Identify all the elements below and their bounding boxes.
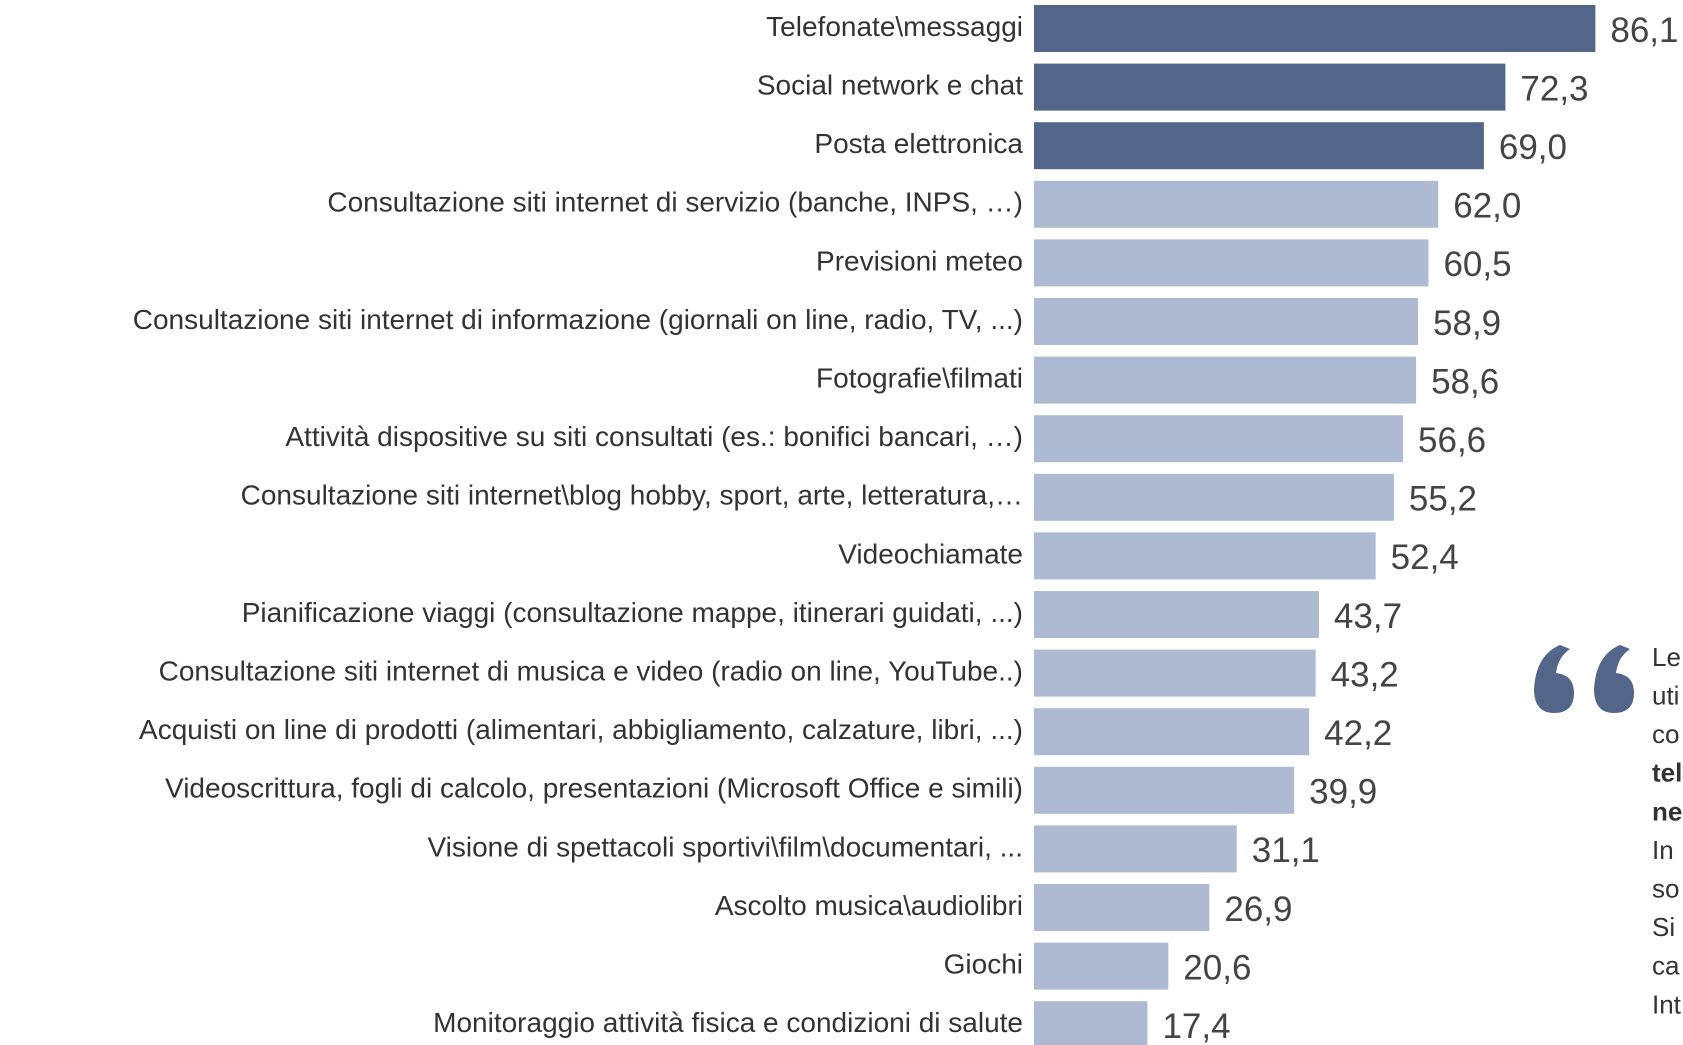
quote-text: co [1652, 719, 1679, 749]
value-label: 86,1 [1610, 11, 1678, 50]
quote-text: ne [1652, 796, 1682, 826]
value-label: 52,4 [1391, 538, 1459, 577]
category-label: Consultazione siti internet di servizio … [327, 187, 1023, 218]
value-label: 43,7 [1334, 597, 1402, 636]
quote-text: uti [1652, 680, 1679, 710]
bar [1034, 825, 1237, 873]
bar [1034, 122, 1484, 170]
category-label: Attività dispositive su siti consultati … [285, 421, 1023, 452]
value-label: 31,1 [1252, 831, 1320, 870]
category-label: Pianificazione viaggi (consultazione map… [242, 597, 1023, 628]
value-label: 60,5 [1443, 245, 1511, 284]
value-label: 58,6 [1431, 362, 1499, 401]
bar [1034, 884, 1210, 931]
category-label: Consultazione siti internet\blog hobby, … [241, 480, 1023, 511]
category-label: Giochi [944, 948, 1023, 979]
bar [1034, 649, 1316, 697]
value-label: 42,2 [1324, 714, 1392, 753]
value-label: 58,9 [1433, 304, 1501, 343]
quote-text: tel [1652, 758, 1682, 788]
bar [1034, 298, 1419, 345]
bar [1034, 532, 1376, 580]
quote-text: Int [1652, 989, 1682, 1019]
bar [1034, 5, 1596, 52]
value-label: 62,0 [1453, 187, 1521, 226]
value-label: 20,6 [1183, 948, 1251, 987]
quote-text: Si [1652, 912, 1675, 942]
bar [1034, 766, 1295, 814]
category-label: Videoscrittura, fogli di calcolo, presen… [165, 773, 1023, 804]
category-label: Telefonate\messaggi [766, 11, 1023, 42]
category-label: Visione di spettacoli sportivi\film\docu… [427, 831, 1023, 862]
bar [1034, 708, 1310, 756]
bar [1034, 1001, 1148, 1045]
category-label: Fotografie\filmati [816, 362, 1023, 393]
category-label: Posta elettronica [814, 128, 1023, 159]
quote-text: so [1652, 873, 1679, 903]
bar [1034, 356, 1417, 404]
category-label: Ascolto musica\audiolibri [715, 890, 1023, 921]
bar [1034, 239, 1429, 287]
value-label: 56,6 [1418, 421, 1486, 460]
bar [1034, 415, 1404, 463]
value-label: 43,2 [1331, 655, 1399, 694]
quote-mark [1534, 645, 1634, 713]
category-label: Acquisti on line di prodotti (alimentari… [139, 714, 1023, 745]
value-label: 55,2 [1409, 480, 1477, 519]
value-label: 69,0 [1499, 128, 1567, 167]
value-label: 26,9 [1224, 890, 1292, 929]
bar [1034, 591, 1319, 638]
value-label: 72,3 [1520, 69, 1588, 108]
bar [1034, 180, 1439, 228]
bar [1034, 942, 1169, 990]
category-label: Videochiamate [838, 538, 1023, 569]
quote-text: ca [1652, 951, 1680, 981]
quote-text: In [1652, 835, 1674, 865]
value-label: 39,9 [1309, 773, 1377, 812]
category-label: Monitoraggio attività fisica e condizion… [433, 1007, 1023, 1038]
value-label: 17,4 [1162, 1007, 1230, 1045]
category-label: Consultazione siti internet di musica e … [159, 655, 1023, 686]
bar [1034, 473, 1394, 521]
category-label: Social network e chat [757, 69, 1023, 100]
category-label: Previsioni meteo [816, 245, 1023, 276]
category-label: Consultazione siti internet di informazi… [133, 304, 1023, 335]
bar [1034, 63, 1506, 111]
quote-text: Le [1652, 642, 1681, 672]
